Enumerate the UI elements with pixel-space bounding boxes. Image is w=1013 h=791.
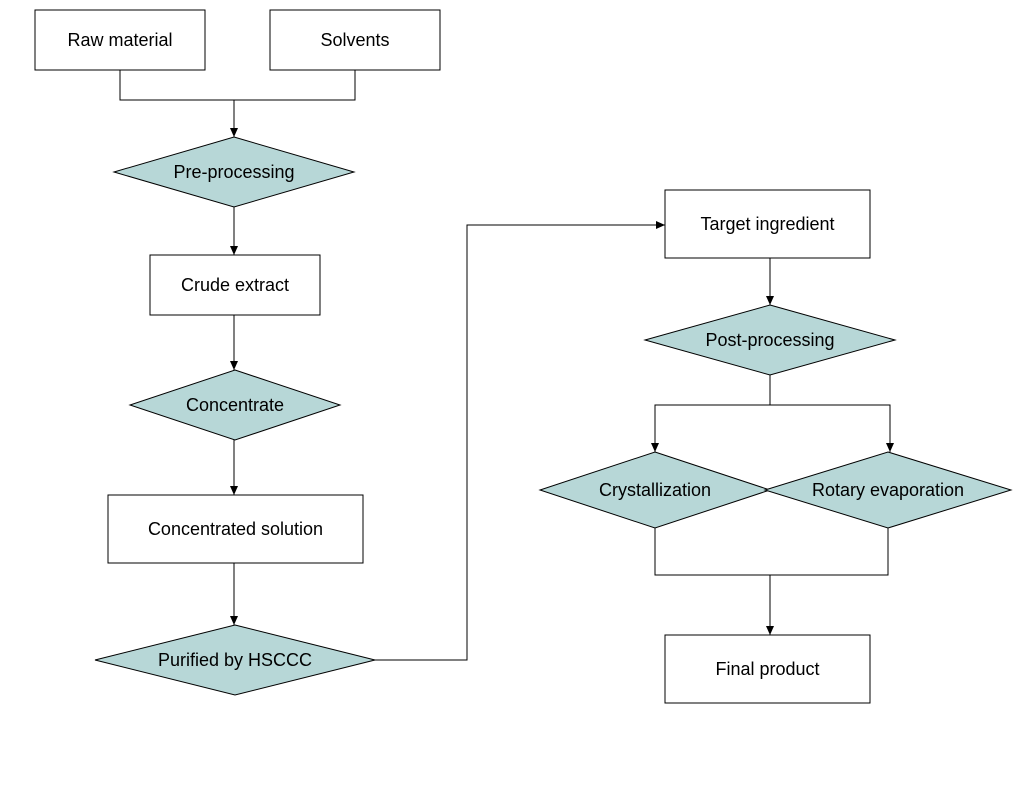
label-crystallization: Crystallization xyxy=(599,480,711,500)
node-solvents: Solvents xyxy=(270,10,440,70)
label-final_product: Final product xyxy=(715,659,819,679)
node-crystallization: Crystallization xyxy=(540,452,770,528)
label-crude_extract: Crude extract xyxy=(181,275,289,295)
edge-8 xyxy=(655,375,770,452)
label-post_processing: Post-processing xyxy=(705,330,834,350)
label-concentrate: Concentrate xyxy=(186,395,284,415)
node-crude_extract: Crude extract xyxy=(150,255,320,315)
node-concentrate: Concentrate xyxy=(130,370,340,440)
node-target_ingredient: Target ingredient xyxy=(665,190,870,258)
node-concentrated_solution: Concentrated solution xyxy=(108,495,363,563)
edge-0 xyxy=(120,70,355,100)
node-purified: Purified by HSCCC xyxy=(95,625,375,695)
node-raw_material: Raw material xyxy=(35,10,205,70)
label-concentrated_solution: Concentrated solution xyxy=(148,519,323,539)
node-final_product: Final product xyxy=(665,635,870,703)
edge-10 xyxy=(655,528,888,575)
edge-9 xyxy=(770,405,890,452)
edge-6 xyxy=(375,225,665,660)
node-rotary_evaporation: Rotary evaporation xyxy=(765,452,1011,528)
flowchart-canvas: Raw material Solvents Pre-processing Crude … xyxy=(0,0,1013,791)
label-pre_processing: Pre-processing xyxy=(173,162,294,182)
label-purified: Purified by HSCCC xyxy=(158,650,312,670)
label-raw_material: Raw material xyxy=(67,30,172,50)
label-solvents: Solvents xyxy=(320,30,389,50)
node-pre_processing: Pre-processing xyxy=(114,137,354,207)
label-target_ingredient: Target ingredient xyxy=(700,214,834,234)
node-post_processing: Post-processing xyxy=(645,305,895,375)
label-rotary_evaporation: Rotary evaporation xyxy=(812,480,964,500)
